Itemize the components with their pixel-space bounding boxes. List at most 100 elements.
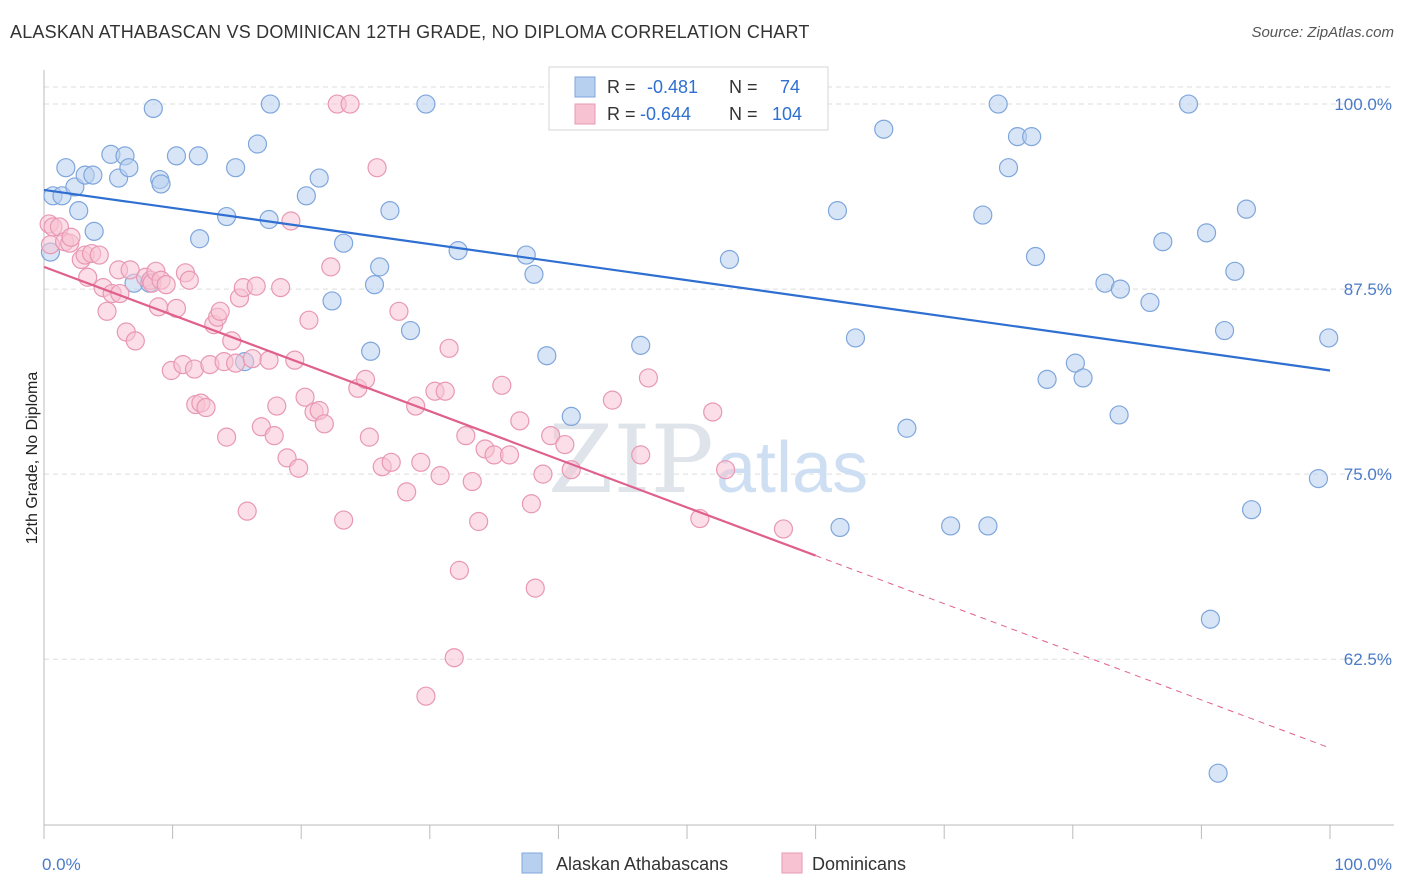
dominican-point [314,414,334,434]
legend-swatch-pink [574,103,596,125]
athabascan-point [380,201,400,221]
athabascan-point [973,205,993,225]
dominican-point [156,275,176,295]
legend-swatch-blue [574,76,596,98]
athabascan-point [1178,94,1199,114]
legend-n-label-1: N = [729,77,758,97]
dominican-point [264,426,284,446]
athabascan-point [1073,368,1093,388]
y-axis-title: 12th Grade, No Diploma [24,372,41,545]
legend-n-value-2: 104 [772,104,802,124]
dominican-point [226,353,246,373]
athabascan-point [361,341,381,361]
athabascan-point [1200,609,1221,629]
y-tick-label: 62.5% [1344,650,1392,669]
athabascan-point [998,158,1019,178]
athabascan-point [827,201,848,221]
dominican-point [267,396,287,416]
athabascan-point [226,158,246,178]
dominican-point [179,270,199,290]
athabascan-point [1037,369,1057,390]
bottom-legend: Alaskan Athabascans Dominicans [521,852,906,874]
chart-source: Source: ZipAtlas.com [1251,24,1394,41]
athabascan-point [1065,353,1085,373]
dominican-point [299,310,319,330]
athabascan-trend-line [43,188,1331,372]
athabascan-point [119,158,139,178]
watermark-atlas: atlas [716,428,868,508]
dominican-point [444,648,464,668]
dominican-point [462,471,482,492]
dominican-point [367,158,387,178]
dominican-point [411,452,431,472]
dominican-point [321,257,341,277]
athabascan-point [84,221,104,241]
points-layer [39,94,1339,783]
legend-r-label-1: R = [607,77,636,97]
trend-layer [43,188,1331,749]
dominican-point [340,94,360,114]
athabascan-point [143,98,163,119]
athabascan-point [1025,246,1046,267]
dominican-point [397,482,417,502]
dominican-point [242,349,262,369]
athabascan-point [259,209,279,230]
dominican-point [435,381,455,401]
dominican-point [120,260,140,280]
athabascan-point [1110,279,1130,299]
athabascan-point [561,406,581,427]
athabascan-point [1022,127,1042,147]
athabascan-point [1308,468,1329,489]
dominican-point [469,511,489,532]
athabascan-point [874,119,894,139]
athabascan-point [400,320,421,341]
dominican-point [295,387,315,407]
legend-r-label-2: R = [607,104,636,124]
athabascan-point [334,233,354,253]
dominican-point [246,276,266,296]
athabascan-point [1225,261,1245,281]
athabascan-point [1109,405,1129,425]
dominican-point [430,466,450,486]
athabascan-point [516,245,536,265]
dominican-point [89,245,109,265]
dominican-point [449,560,469,580]
athabascan-point [188,146,208,166]
athabascan-point [166,146,187,166]
athabascan-point [897,418,917,438]
dominican-point [217,427,237,447]
y-tick-label: 100.0% [1334,95,1392,114]
dominican-point [499,445,520,465]
athabascan-point [537,346,557,366]
x-tick-label: 100.0% [1334,855,1392,874]
athabascan-point [322,291,342,311]
athabascan-point [978,516,998,536]
legend-r-value-2: -0.644 [640,104,691,124]
dominican-point [237,501,257,521]
athabascan-point [1214,320,1235,341]
dominican-point [773,519,794,539]
dominican-point [289,458,309,478]
dominican-point [541,426,561,446]
athabascan-point [524,264,544,284]
athabascan-point [1140,292,1160,313]
dominican-point [555,434,575,455]
dominican-point [456,426,476,446]
chart-title: ALASKAN ATHABASCAN VS DOMINICAN 12TH GRA… [10,22,810,42]
athabascan-point [190,229,210,249]
athabascan-point [719,249,740,270]
dominican-point [602,390,623,410]
watermark: ZIP atlas [548,406,868,515]
dominican-point [521,494,541,514]
athabascan-point [1208,763,1228,783]
dominican-point [510,411,530,431]
dominican-point [355,369,376,390]
athabascan-point [1153,232,1173,252]
dominican-point [525,578,545,598]
bottom-legend-label-blue: Alaskan Athabascans [556,854,728,874]
dominican-point [703,402,723,422]
dominican-point [210,301,230,321]
x-tick-label: 0.0% [42,855,81,874]
legend-r-value-1: -0.481 [647,77,698,97]
